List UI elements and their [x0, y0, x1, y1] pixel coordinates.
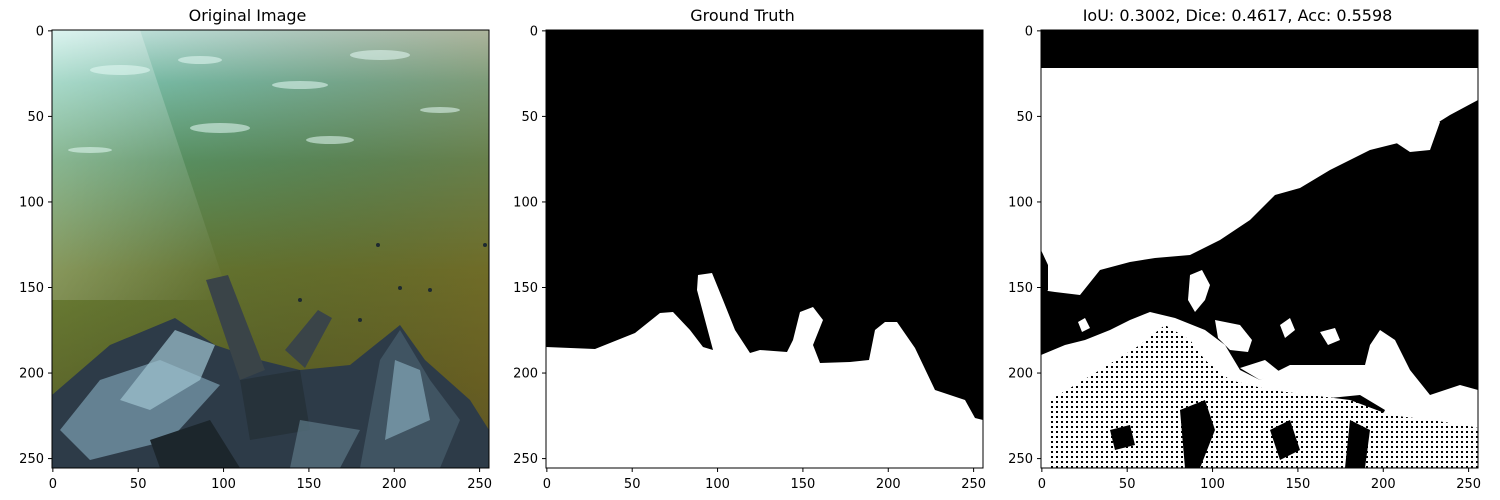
- prediction-mask: [1041, 30, 1478, 468]
- y-tick-label: 250: [513, 452, 538, 467]
- x-axis: 0 50 100 150 200 250: [543, 468, 986, 492]
- y-tick-label: 0: [36, 24, 44, 39]
- axes-frame: [1040, 29, 1479, 469]
- x-tick-label: 50: [1119, 477, 1136, 492]
- y-tick-label: 200: [513, 367, 538, 382]
- x-tick-label: 200: [1371, 477, 1396, 492]
- y-axis: 0 50 100 150 200 250: [1008, 24, 1041, 467]
- y-tick-label: 50: [521, 110, 538, 125]
- x-tick-label: 50: [624, 477, 641, 492]
- x-tick-label: 200: [382, 477, 407, 492]
- x-tick-label: 100: [705, 477, 730, 492]
- y-tick-label: 100: [1008, 195, 1033, 210]
- x-tick-label: 100: [211, 477, 236, 492]
- y-tick-label: 150: [513, 281, 538, 296]
- y-tick-label: 50: [1016, 110, 1033, 125]
- x-tick-label: 250: [467, 477, 492, 492]
- axes-frame: [51, 29, 490, 469]
- x-tick-label: 250: [961, 477, 986, 492]
- y-tick-label: 100: [19, 195, 44, 210]
- y-tick-label: 50: [27, 110, 44, 125]
- panel-prediction: IoU: 0.3002, Dice: 0.4617, Acc: 0.5598: [990, 0, 1485, 500]
- x-tick-label: 200: [876, 477, 901, 492]
- y-tick-label: 200: [1008, 367, 1033, 382]
- ground-truth-axes: 0 50 100 150 200 250 0 50 100 150 200 250: [513, 24, 986, 492]
- y-tick-label: 0: [1025, 24, 1033, 39]
- x-tick-label: 150: [1285, 477, 1310, 492]
- y-tick-label: 150: [1008, 281, 1033, 296]
- x-tick-label: 50: [130, 477, 147, 492]
- panel-title: IoU: 0.3002, Dice: 0.4617, Acc: 0.5598: [1082, 6, 1393, 25]
- original-image-axes: 0 50 100 150 200 250 0 50 100 150 200 250: [19, 24, 492, 492]
- ground-truth-mask: [546, 30, 983, 468]
- x-axis: 0 50 100 150 200 250: [1038, 468, 1481, 492]
- x-tick-label: 0: [49, 477, 57, 492]
- y-tick-label: 250: [19, 452, 44, 467]
- y-tick-label: 250: [1008, 452, 1033, 467]
- underwater-photo: [52, 30, 489, 468]
- prediction-axes: 0 50 100 150 200 250 0 50 100 150 200 250: [1008, 24, 1481, 492]
- panel-title: Ground Truth: [690, 6, 795, 25]
- x-tick-label: 0: [1038, 477, 1046, 492]
- x-tick-label: 0: [543, 477, 551, 492]
- x-tick-label: 150: [296, 477, 321, 492]
- y-tick-label: 150: [19, 281, 44, 296]
- panel-ground-truth: Ground Truth 0 50 100 150 200 250 0 50 100 150 20…: [495, 0, 990, 500]
- y-axis: 0 50 100 150 200 250: [513, 24, 546, 467]
- x-tick-label: 150: [790, 477, 815, 492]
- y-axis: 0 50 100 150 200 250: [19, 24, 52, 467]
- y-tick-label: 200: [19, 367, 44, 382]
- axes-frame: [545, 29, 984, 469]
- x-axis: 0 50 100 150 200 250: [49, 468, 492, 492]
- panel-title: Original Image: [188, 6, 307, 25]
- y-tick-label: 100: [513, 195, 538, 210]
- x-tick-label: 100: [1200, 477, 1225, 492]
- y-tick-label: 0: [530, 24, 538, 39]
- x-tick-label: 250: [1456, 477, 1481, 492]
- panel-original-image: Original Image: [0, 0, 495, 500]
